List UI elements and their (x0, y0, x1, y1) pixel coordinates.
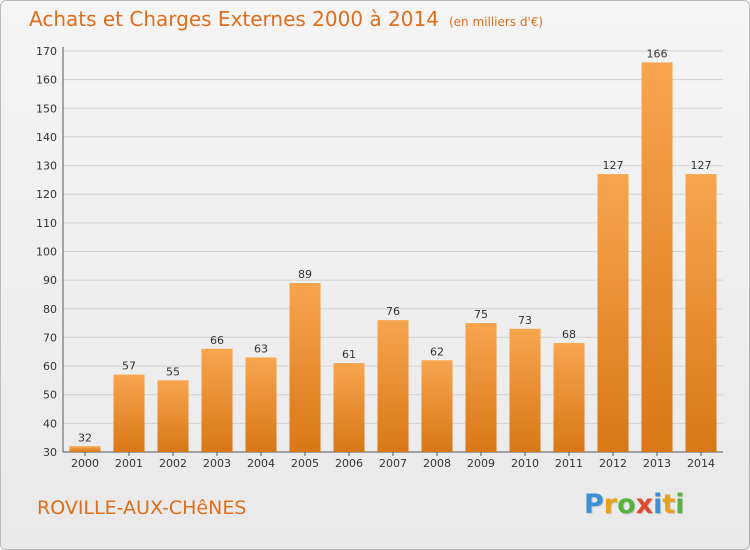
y-tick-label: 90 (43, 274, 57, 287)
bar-highlight (553, 343, 585, 346)
bar-highlight (377, 320, 409, 323)
x-tick-label: 2001 (115, 457, 143, 470)
bar-highlight (157, 380, 189, 383)
data-label: 55 (166, 365, 180, 378)
y-tick-label: 150 (36, 102, 57, 115)
bar-highlight (333, 363, 365, 366)
x-tick-label: 2011 (555, 457, 583, 470)
chart-unit: (en milliers d'€) (448, 15, 544, 29)
bar-2003 (201, 348, 233, 452)
y-tick-label: 140 (36, 131, 57, 144)
x-tick-label: 2014 (687, 457, 715, 470)
data-label: 57 (122, 360, 136, 373)
bar-highlight (465, 323, 497, 326)
y-tick-label: 60 (43, 360, 57, 373)
bar-2009 (465, 323, 497, 452)
x-tick-label: 2013 (643, 457, 671, 470)
y-tick-label: 80 (43, 303, 57, 316)
bars (69, 62, 717, 452)
bar-highlight (69, 446, 101, 449)
y-tick-label: 130 (36, 160, 57, 173)
bar-highlight (245, 357, 277, 360)
bar-highlight (597, 174, 629, 177)
bar-2001 (113, 374, 145, 452)
data-label: 63 (254, 342, 268, 355)
logo-letter: x (635, 489, 654, 520)
bar-highlight (289, 283, 321, 286)
logo-letter: t (662, 489, 676, 520)
chart-title-text: Achats et Charges Externes 2000 à 2014 (29, 7, 439, 31)
y-tick-label: 100 (36, 246, 57, 259)
x-tick-label: 2005 (291, 457, 319, 470)
data-label: 61 (342, 348, 356, 361)
data-label: 75 (474, 308, 488, 321)
y-tick-label: 40 (43, 417, 57, 430)
bar-2000 (69, 446, 101, 452)
bar-highlight (421, 360, 453, 363)
x-tick-label: 2012 (599, 457, 627, 470)
bar-highlight (509, 328, 541, 331)
bar-highlight (685, 174, 717, 177)
y-tick-label: 30 (43, 446, 57, 459)
data-label: 62 (430, 345, 444, 358)
data-label: 127 (691, 159, 712, 172)
y-tick-label: 120 (36, 188, 57, 201)
x-tick-label: 2004 (247, 457, 275, 470)
x-tick-label: 2008 (423, 457, 451, 470)
y-tick-label: 110 (36, 217, 57, 230)
labels: 30 40 50 60 70 80 90 100 110 120 130 140 150 160 170 20… (36, 45, 715, 470)
bar-highlight (201, 348, 233, 351)
x-tick-label: 2002 (159, 457, 187, 470)
data-label: 68 (562, 328, 576, 341)
data-label: 89 (298, 268, 312, 281)
logo-letter: P (584, 489, 604, 520)
logo-letter: i (653, 489, 663, 520)
y-tick-label: 170 (36, 45, 57, 58)
bar-2007 (377, 320, 409, 452)
data-label: 73 (518, 314, 532, 327)
y-tick-label: 160 (36, 74, 57, 87)
proxiti-logo: Proxiti (584, 489, 685, 520)
bar-highlight (641, 62, 673, 65)
place-name: ROVILLE-AUX-CHêNES (37, 497, 247, 519)
logo-letter: i (675, 489, 685, 520)
y-tick-label: 70 (43, 331, 57, 344)
data-label: 76 (386, 305, 400, 318)
bar-2004 (245, 357, 277, 452)
data-label: 66 (210, 334, 224, 347)
bar-2013 (641, 62, 673, 452)
logo-letter: r (603, 489, 618, 520)
data-label: 32 (78, 431, 92, 444)
bar-2010 (509, 328, 541, 452)
bar-2002 (157, 380, 189, 452)
x-tick-label: 2003 (203, 457, 231, 470)
bar-2012 (597, 174, 629, 452)
x-tick-label: 2010 (511, 457, 539, 470)
logo-letter: o (617, 489, 636, 520)
bar-highlight (113, 374, 145, 377)
bar-2008 (421, 360, 453, 452)
x-tick-label: 2009 (467, 457, 495, 470)
chart-title: Achats et Charges Externes 2000 à 2014 (e… (29, 7, 543, 31)
x-tick-label: 2000 (71, 457, 99, 470)
data-label: 166 (647, 47, 668, 60)
bar-2014 (685, 174, 717, 452)
data-label: 127 (603, 159, 624, 172)
x-tick-label: 2006 (335, 457, 363, 470)
x-tick-label: 2007 (379, 457, 407, 470)
y-tick-label: 50 (43, 389, 57, 402)
bar-2011 (553, 343, 585, 452)
bar-2006 (333, 363, 365, 452)
bar-2005 (289, 283, 321, 452)
